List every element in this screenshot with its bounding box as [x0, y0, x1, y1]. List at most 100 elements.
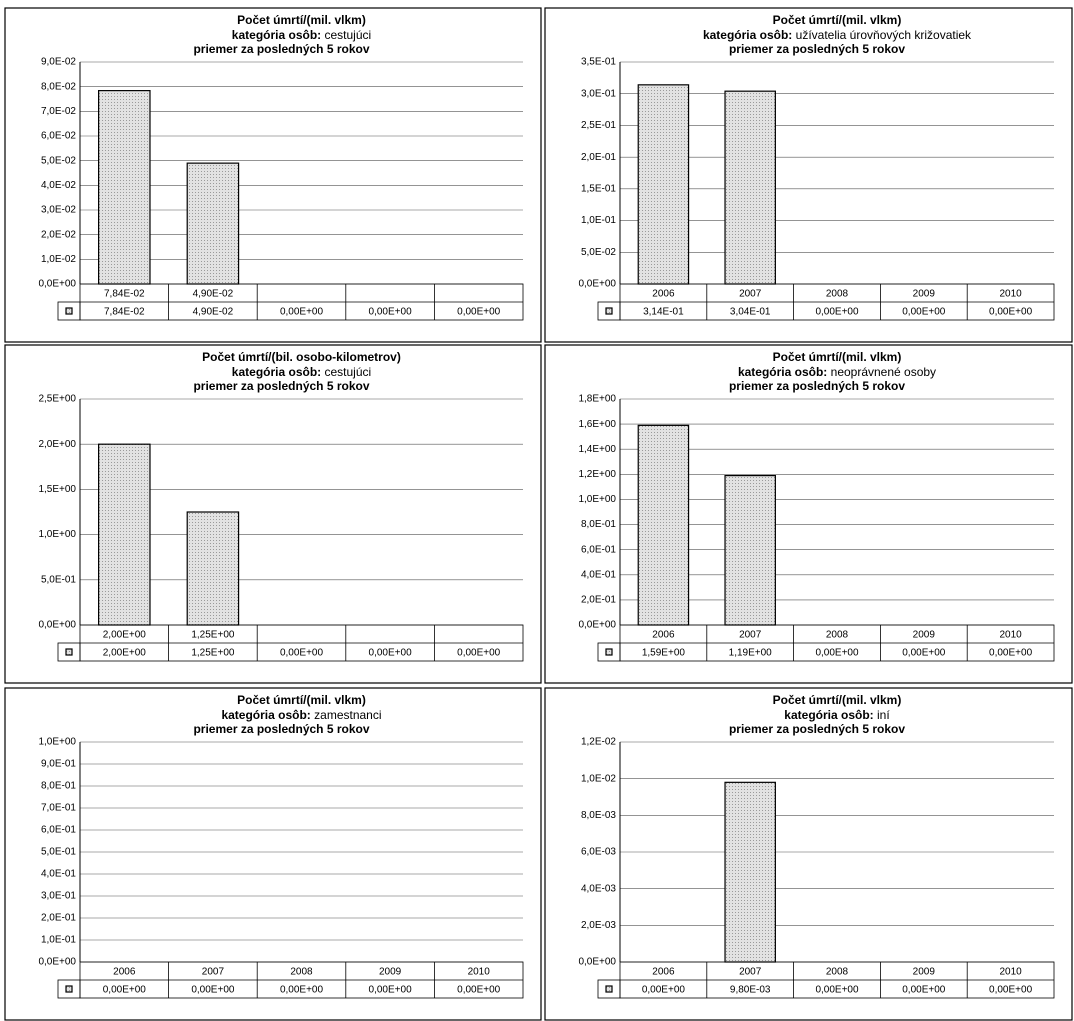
y-tick-label: 1,6E+00 [578, 419, 616, 430]
y-tick-label: 1,0E-01 [581, 215, 616, 226]
y-tick-label: 2,0E-02 [41, 229, 76, 240]
legend-cell [597, 301, 621, 321]
y-tick-label: 1,5E-01 [581, 183, 616, 194]
value-label: 0,00E+00 [369, 648, 413, 659]
chart-subtitle: priemer za posledných 5 rokov [729, 722, 905, 736]
chart-category: kategória osôb: zamestnanci [221, 708, 381, 722]
bar [637, 84, 690, 285]
value-label: 1,19E+00 [729, 648, 773, 659]
value-label: 0,00E+00 [457, 985, 501, 996]
category-name: zamestnanci [314, 708, 381, 722]
panel-border [4, 7, 542, 343]
y-tick-label: 4,0E-03 [581, 883, 616, 894]
legend-key [65, 648, 73, 656]
legend-cell [57, 301, 81, 321]
value-label: 0,00E+00 [191, 985, 235, 996]
y-tick-label: 6,0E-01 [41, 825, 76, 836]
x-tick-label: 2009 [913, 630, 936, 641]
chart-category: kategória osôb: iní [784, 708, 890, 722]
y-tick-label: 2,0E-03 [581, 920, 616, 931]
y-tick-label: 1,2E+00 [578, 469, 616, 480]
x-tick-label: 2006 [652, 967, 675, 978]
y-tick-label: 6,0E-03 [581, 847, 616, 858]
value-label: 0,00E+00 [280, 307, 324, 318]
x-tick-label: 2008 [826, 630, 849, 641]
y-tick-label: 6,0E-01 [581, 544, 616, 555]
x-tick-label: 2008 [826, 289, 849, 300]
y-tick-label: 4,0E-02 [41, 180, 76, 191]
value-label: 0,00E+00 [989, 648, 1033, 659]
y-tick-label: 4,0E-01 [581, 569, 616, 580]
y-tick-label: 1,0E+00 [38, 529, 76, 540]
y-tick-label: 8,0E-01 [41, 781, 76, 792]
category-label: kategória osôb: [221, 708, 310, 722]
category-label: kategória osôb: [784, 708, 873, 722]
value-label: 0,00E+00 [902, 648, 946, 659]
y-tick-label: 1,8E+00 [578, 394, 616, 405]
y-tick-label: 1,5E+00 [38, 484, 76, 495]
x-tick-label: 2009 [913, 289, 936, 300]
y-tick-label: 7,0E-02 [41, 106, 76, 117]
x-tick-label: 2007 [202, 967, 225, 978]
panel-border [544, 687, 1073, 1021]
legend-key [65, 307, 73, 315]
y-tick-label: 0,0E+00 [38, 279, 76, 290]
value-label: 9,80E-03 [730, 985, 771, 996]
y-tick-label: 1,0E-02 [581, 773, 616, 784]
value-label: 0,00E+00 [989, 985, 1033, 996]
y-tick-label: 0,0E+00 [578, 957, 616, 968]
chart-category: kategória osôb: užívatelia úrovňových kr… [703, 28, 972, 42]
x-tick-label: 2010 [999, 289, 1022, 300]
y-tick-label: 2,0E-01 [581, 152, 616, 163]
category-label: kategória osôb: [738, 365, 827, 379]
legend-key [605, 307, 613, 315]
y-tick-label: 2,0E-01 [581, 595, 616, 606]
bar [186, 511, 240, 626]
x-tick-label: 2008 [826, 967, 849, 978]
value-label: 3,04E-01 [730, 307, 771, 318]
chart-title: Počet úmrtí/(mil. vlkm) [237, 13, 366, 27]
y-tick-label: 0,0E+00 [578, 620, 616, 631]
chart-subtitle: priemer za posledných 5 rokov [193, 379, 369, 393]
value-label: 0,00E+00 [457, 648, 501, 659]
x-tick-label: 2010 [999, 967, 1022, 978]
y-tick-label: 1,0E-01 [41, 935, 76, 946]
bar [724, 781, 776, 963]
y-tick-label: 2,0E-01 [41, 913, 76, 924]
x-tick-label: 2010 [999, 630, 1022, 641]
panel-border [4, 344, 542, 684]
x-tick-label: 2007 [739, 289, 762, 300]
bar [98, 443, 151, 626]
value-label: 0,00E+00 [815, 648, 859, 659]
legend-cell [57, 642, 81, 662]
chart-subtitle: priemer za posledných 5 rokov [193, 42, 369, 56]
y-tick-label: 6,0E-02 [41, 131, 76, 142]
value-label: 3,14E-01 [643, 307, 684, 318]
y-tick-label: 2,0E+00 [38, 439, 76, 450]
legend-key [605, 985, 613, 993]
value-label: 1,59E+00 [642, 648, 686, 659]
y-tick-label: 3,0E-01 [581, 88, 616, 99]
value-label: 0,00E+00 [815, 985, 859, 996]
value-label: 1,25E+00 [191, 648, 235, 659]
x-tick-label: 2006 [652, 289, 675, 300]
y-tick-label: 8,0E-02 [41, 81, 76, 92]
value-label: 0,00E+00 [457, 307, 501, 318]
value-label: 0,00E+00 [989, 307, 1033, 318]
bar [637, 424, 690, 626]
chart-title: Počet úmrtí/(bil. osobo-kilometrov) [202, 350, 401, 364]
bar [98, 90, 151, 285]
bar [724, 90, 776, 285]
category-label: kategória osôb: [703, 28, 792, 42]
y-tick-label: 1,2E-02 [581, 737, 616, 748]
panel-border [4, 687, 542, 1021]
chart-title: Počet úmrtí/(mil. vlkm) [773, 13, 902, 27]
y-tick-label: 8,0E-03 [581, 810, 616, 821]
x-tick-label: 2006 [113, 967, 136, 978]
y-tick-label: 3,5E-01 [581, 57, 616, 68]
legend-cell [57, 979, 81, 999]
chart-subtitle: priemer za posledných 5 rokov [193, 722, 369, 736]
y-tick-label: 1,0E-02 [41, 254, 76, 265]
x-tick-label: 1,25E+00 [191, 630, 235, 641]
